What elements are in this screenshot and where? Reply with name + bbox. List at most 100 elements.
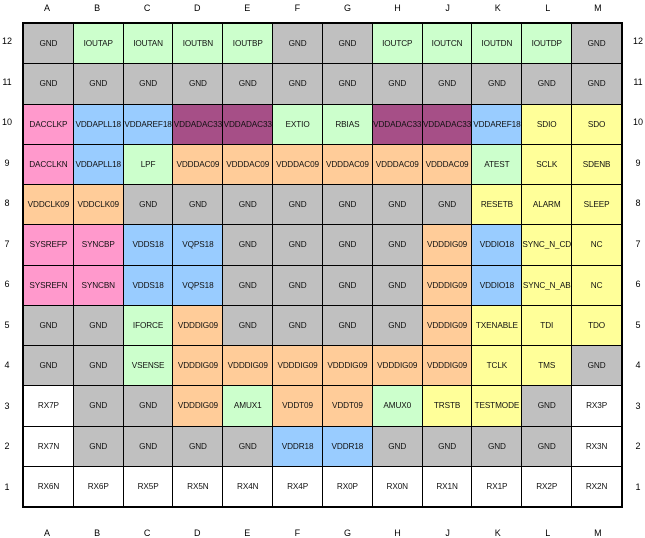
pin-L9: SCLK <box>522 144 572 184</box>
pin-H5: GND <box>372 305 422 345</box>
pin-D8: GND <box>173 185 223 225</box>
pin-G7: GND <box>322 225 372 265</box>
pin-D4: VDDDIG09 <box>173 346 223 386</box>
pin-M2: RX3N <box>572 426 621 466</box>
left-row-label-4: 4 <box>4 360 10 371</box>
pin-K4: TCLK <box>472 346 522 386</box>
pin-H7: GND <box>372 225 422 265</box>
pin-L7: SYNC_N_CD <box>522 225 572 265</box>
pin-H3: AMUX0 <box>372 386 422 426</box>
left-row-label-12: 12 <box>1 36 12 47</box>
pin-G2: VDDR18 <box>322 426 372 466</box>
pin-E10: VDDADAC33 <box>223 104 273 144</box>
top-column-label-M: M <box>594 3 602 13</box>
right-row-label-6: 6 <box>635 279 641 290</box>
pin-K2: GND <box>472 426 522 466</box>
right-row-label-8: 8 <box>635 198 641 209</box>
pin-B1: RX6P <box>73 466 123 506</box>
pin-J8: GND <box>422 185 472 225</box>
top-column-label-A: A <box>43 3 50 13</box>
pin-B5: GND <box>73 305 123 345</box>
pin-G9: VDDDAC09 <box>322 144 372 184</box>
top-column-label-B: B <box>94 3 101 13</box>
pin-A12: GND <box>24 24 73 64</box>
pin-F1: RX4P <box>273 466 322 506</box>
pin-C12: IOUTAN <box>123 24 173 64</box>
pin-A9: DACCLKN <box>24 144 73 184</box>
top-column-label-F: F <box>294 3 301 13</box>
top-column-label-K: K <box>494 3 501 13</box>
right-row-label-1: 1 <box>635 481 641 492</box>
pin-A8: VDDCLK09 <box>24 185 73 225</box>
pin-F2: VDDR18 <box>273 426 322 466</box>
pin-B7: SYNCBP <box>73 225 123 265</box>
pin-D10: VDDADAC33 <box>173 104 223 144</box>
pin-J2: GND <box>422 426 472 466</box>
pin-C4: VSENSE <box>123 346 173 386</box>
pin-F8: GND <box>273 185 322 225</box>
pin-A3: RX7P <box>24 386 73 426</box>
pin-E6: GND <box>223 265 273 305</box>
pin-J3: TRSTB <box>422 386 472 426</box>
pin-G6: GND <box>322 265 372 305</box>
bottom-column-label-H: H <box>394 528 401 538</box>
right-row-label-2: 2 <box>635 441 641 452</box>
pin-H2: GND <box>372 426 422 466</box>
bottom-column-label-L: L <box>545 528 551 538</box>
pin-K12: IOUTDN <box>472 24 522 64</box>
pin-C7: VDDS18 <box>123 225 173 265</box>
pin-E8: GND <box>223 185 273 225</box>
pin-C10: VDDAREF18 <box>123 104 173 144</box>
pin-G12: GND <box>322 24 372 64</box>
pin-J5: VDDDIG09 <box>422 305 472 345</box>
pin-B8: VDDCLK09 <box>73 185 123 225</box>
right-row-label-11: 11 <box>633 76 643 87</box>
top-column-label-C: C <box>143 3 151 13</box>
pin-K9: ATEST <box>472 144 522 184</box>
pin-H1: RX0N <box>372 466 422 506</box>
pin-F10: EXTIO <box>273 104 322 144</box>
bottom-column-label-E: E <box>244 528 251 538</box>
pin-C6: VDDS18 <box>123 265 173 305</box>
pin-K5: TXENABLE <box>472 305 522 345</box>
pin-K1: RX1P <box>472 466 522 506</box>
pin-B4: GND <box>73 346 123 386</box>
pin-G11: GND <box>322 64 372 104</box>
pin-C3: GND <box>123 386 173 426</box>
pin-L6: SYNC_N_AB <box>522 265 572 305</box>
bottom-column-label-B: B <box>94 528 101 538</box>
pin-E4: VDDDIG09 <box>223 346 273 386</box>
top-column-label-H: H <box>394 3 401 13</box>
pin-L12: IOUTDP <box>522 24 572 64</box>
bottom-column-label-A: A <box>43 528 50 538</box>
pin-A1: RX6N <box>24 466 73 506</box>
pin-B11: GND <box>73 64 123 104</box>
pin-G8: GND <box>322 185 372 225</box>
pin-F9: VDDDAC09 <box>273 144 322 184</box>
pin-L10: SDIO <box>522 104 572 144</box>
pin-A10: DACCLKP <box>24 104 73 144</box>
pin-D5: VDDDIG09 <box>173 305 223 345</box>
top-column-label-E: E <box>244 3 251 13</box>
pin-L4: TMS <box>522 346 572 386</box>
pin-L11: GND <box>522 64 572 104</box>
bottom-column-label-M: M <box>594 528 602 538</box>
right-row-label-10: 10 <box>632 117 643 128</box>
pin-F12: GND <box>273 24 322 64</box>
pin-H4: VDDDIG09 <box>372 346 422 386</box>
pin-H11: GND <box>372 64 422 104</box>
pin-E12: IOUTBP <box>223 24 273 64</box>
pin-E3: AMUX1 <box>223 386 273 426</box>
pin-F5: GND <box>273 305 322 345</box>
left-row-label-2: 2 <box>4 441 10 452</box>
pin-J1: RX1N <box>422 466 472 506</box>
pin-M1: RX2N <box>572 466 621 506</box>
bottom-column-label-J: J <box>445 528 450 538</box>
pin-B10: VDDAPLL18 <box>73 104 123 144</box>
pin-M8: SLEEP <box>572 185 621 225</box>
pin-L1: RX2P <box>522 466 572 506</box>
pin-A2: RX7N <box>24 426 73 466</box>
pin-M7: NC <box>572 225 621 265</box>
bottom-column-label-D: D <box>193 528 201 538</box>
pin-J10: VDDADAC33 <box>422 104 472 144</box>
